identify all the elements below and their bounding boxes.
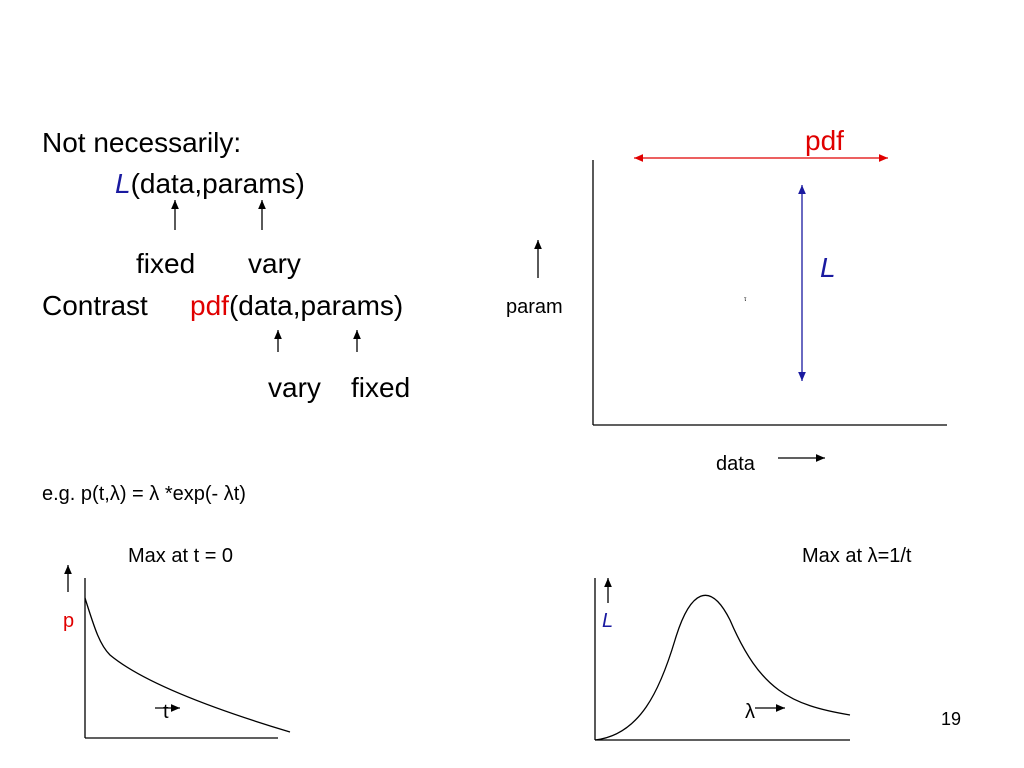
marker: τ: [744, 297, 747, 303]
x-label: λ: [745, 701, 755, 723]
y-label: L: [602, 610, 613, 632]
likelihood-args: (data,params): [131, 168, 305, 199]
pdf-args: (data,params): [229, 290, 403, 321]
pdf-expr: pdf(data,params): [190, 290, 403, 321]
note: fixed: [351, 372, 410, 403]
likelihood-symbol: L: [115, 168, 131, 199]
l-label: L: [820, 252, 836, 283]
note: fixed: [136, 248, 195, 279]
note: vary: [248, 248, 301, 279]
likelihood-expr: L(data,params): [115, 168, 305, 199]
note: vary: [268, 372, 321, 403]
plot-title: Max at t = 0: [128, 545, 233, 567]
pdf-label: pdf: [805, 125, 844, 156]
heading: Not necessarily:: [42, 127, 241, 158]
plot-title: Max at λ=1/t: [802, 545, 912, 567]
pdf-symbol: pdf: [190, 290, 229, 321]
curve: [594, 594, 851, 741]
x-label: data: [716, 453, 756, 475]
example: e.g. p(t,λ) = λ *exp(- λt): [42, 483, 246, 505]
y-label: p: [63, 610, 74, 632]
x-label: t: [163, 701, 169, 723]
page-number: 19: [941, 709, 961, 729]
curve: [84, 597, 291, 733]
contrast-word: Contrast: [42, 290, 148, 321]
y-label: param: [506, 296, 563, 318]
